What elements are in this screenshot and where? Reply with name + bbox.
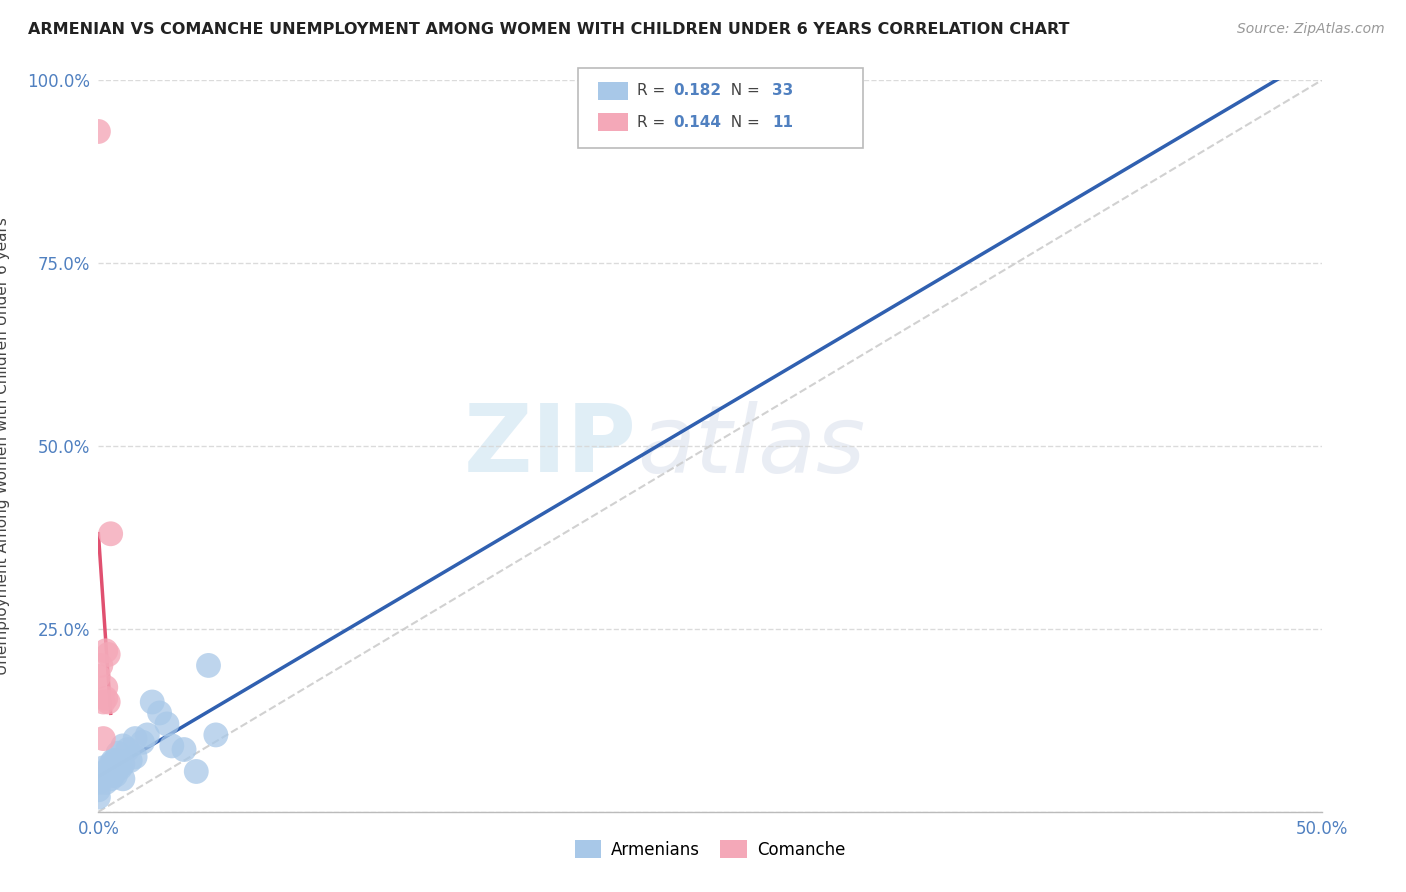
- Point: [90, 658, 112, 673]
- Text: N =: N =: [721, 115, 765, 129]
- Point: [110, 761, 132, 775]
- Point: [149, 706, 172, 720]
- Text: 11: 11: [772, 115, 793, 129]
- Text: 0.182: 0.182: [673, 84, 721, 98]
- Point: [124, 749, 146, 764]
- Point: [94, 764, 117, 779]
- Point: [111, 739, 134, 753]
- Text: atlas: atlas: [637, 401, 865, 491]
- Point: [87, 790, 110, 805]
- Point: [197, 658, 219, 673]
- Text: Source: ZipAtlas.com: Source: ZipAtlas.com: [1237, 22, 1385, 37]
- Point: [101, 754, 124, 768]
- Point: [120, 754, 142, 768]
- Point: [97, 768, 120, 782]
- Point: [87, 669, 110, 683]
- Point: [107, 746, 129, 760]
- Point: [107, 761, 129, 775]
- Point: [87, 124, 110, 138]
- Legend: Armenians, Comanche: Armenians, Comanche: [568, 833, 852, 865]
- Text: 0.144: 0.144: [673, 115, 721, 129]
- Point: [131, 735, 153, 749]
- Point: [100, 772, 122, 786]
- Point: [91, 731, 114, 746]
- Point: [136, 728, 159, 742]
- Point: [91, 761, 114, 775]
- Text: N =: N =: [721, 84, 765, 98]
- Point: [160, 739, 183, 753]
- Point: [94, 691, 117, 706]
- Point: [111, 772, 134, 786]
- Point: [156, 717, 179, 731]
- Point: [111, 757, 134, 772]
- Text: R =: R =: [637, 84, 671, 98]
- Point: [173, 742, 195, 756]
- Point: [205, 728, 228, 742]
- Text: ARMENIAN VS COMANCHE UNEMPLOYMENT AMONG WOMEN WITH CHILDREN UNDER 6 YEARS CORREL: ARMENIAN VS COMANCHE UNEMPLOYMENT AMONG …: [28, 22, 1070, 37]
- Point: [141, 695, 163, 709]
- Text: 33: 33: [772, 84, 793, 98]
- Point: [100, 526, 122, 541]
- Point: [94, 644, 117, 658]
- Point: [104, 768, 127, 782]
- Y-axis label: Unemployment Among Women with Children Under 6 years: Unemployment Among Women with Children U…: [0, 217, 10, 675]
- Text: R =: R =: [637, 115, 671, 129]
- Point: [87, 775, 110, 789]
- Point: [186, 764, 208, 779]
- Point: [94, 775, 117, 789]
- Text: ZIP: ZIP: [464, 400, 637, 492]
- Point: [101, 768, 124, 782]
- Point: [87, 782, 110, 797]
- Point: [97, 695, 120, 709]
- Point: [117, 742, 139, 756]
- Point: [104, 754, 127, 768]
- Point: [94, 681, 117, 695]
- Point: [91, 695, 114, 709]
- Point: [100, 757, 122, 772]
- Point: [124, 731, 146, 746]
- Point: [97, 648, 120, 662]
